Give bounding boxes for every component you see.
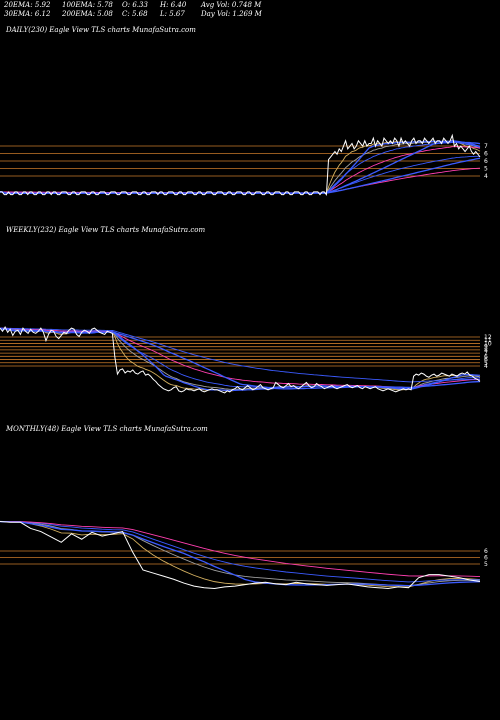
weekly-ytick-label: 4: [484, 363, 488, 370]
weekly-ema-100: [0, 327, 481, 383]
weekly-ytick-label: 6: [484, 353, 488, 360]
weekly-ytick-label: 10: [484, 340, 492, 347]
monthly-ytick-label: 6: [484, 548, 488, 555]
monthly-ema-30: [0, 521, 481, 578]
weekly-ytick-label: 8: [484, 347, 488, 354]
header-close: C: 5.68: [122, 10, 148, 18]
header-ema200: 200EMA: 5.08: [62, 10, 113, 18]
header-low: L: 5.67: [160, 10, 185, 18]
daily-ytick-label: 6: [484, 158, 488, 165]
daily-ytick-label: 4: [484, 173, 488, 180]
weekly-ytick-label: 6: [484, 357, 488, 364]
daily-ytick-label: 5: [484, 166, 488, 173]
header-ema30: 30EMA: 6.12: [4, 10, 51, 18]
weekly-ytick-label: 9: [484, 344, 488, 351]
weekly-panel-title: WEEKLY(232) Eagle View TLS charts Munafa…: [6, 226, 206, 234]
monthly-price-line: [0, 521, 481, 589]
monthly-ytick-label: 5: [484, 561, 488, 568]
header-ema100: 100EMA: 5.78: [62, 1, 113, 9]
header-high: H: 6.40: [160, 1, 187, 9]
monthly-ytick-label: 6: [484, 555, 488, 562]
header-open: O: 6.33: [122, 1, 148, 9]
daily-ytick-label: 7: [484, 143, 488, 150]
header-dayvol: Day Vol: 1.269 M: [201, 10, 262, 18]
daily-price-line: [0, 133, 481, 196]
daily-ytick-label: 6: [484, 151, 488, 158]
daily-ema-200: [0, 167, 481, 194]
monthly-sma-12: [0, 520, 481, 587]
header-avgvol: Avg Vol: 0.748 M: [201, 1, 262, 9]
header-ema20: 20EMA: 5.92: [4, 1, 51, 9]
monthly-ema-20: [0, 521, 481, 583]
daily-panel-title: DAILY(230) Eagle View TLS charts MunafaS…: [6, 26, 196, 34]
weekly-sma-50: [0, 327, 481, 390]
weekly-price-line: [0, 326, 481, 394]
daily-sma-50: [0, 141, 481, 195]
weekly-ytick-label: 5: [484, 360, 488, 367]
weekly-ytick-label: 12: [484, 334, 492, 341]
weekly-sma-20: [0, 327, 481, 392]
weekly-ytick-label: 11: [484, 337, 492, 344]
daily-ema-30: [0, 141, 481, 194]
monthly-panel-title: MONTHLY(48) Eagle View TLS charts Munafa…: [6, 425, 208, 433]
weekly-ytick-label: 7: [484, 350, 488, 357]
